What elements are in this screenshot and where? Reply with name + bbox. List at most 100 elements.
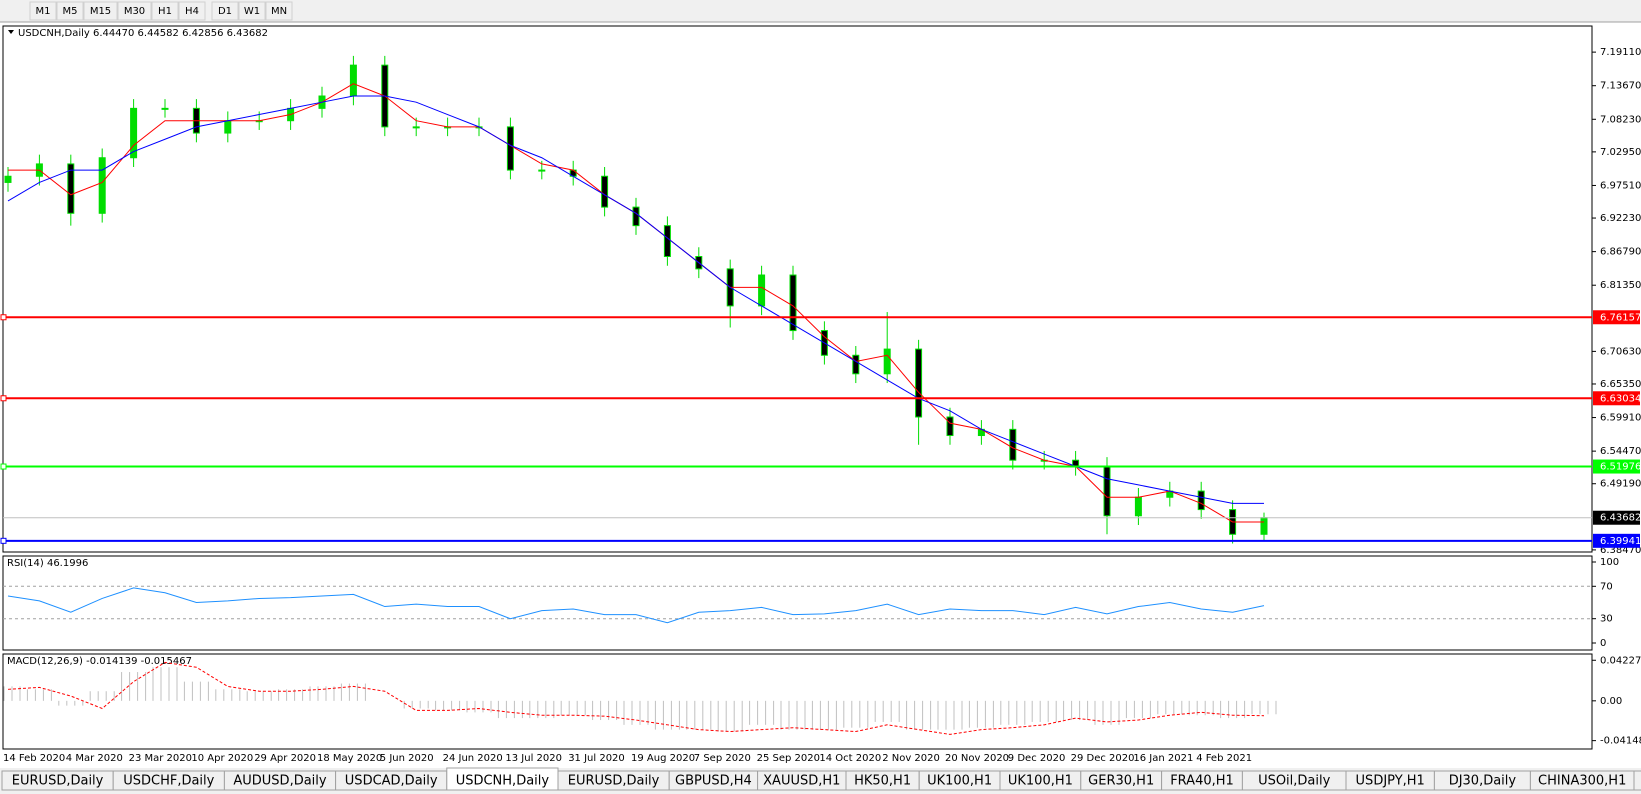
y-tick-label: 100: [1600, 557, 1619, 568]
y-tick-label: 7.02950: [1600, 147, 1641, 158]
chart-tab-label: HK50,H1: [854, 774, 911, 789]
chart-tab-label: GER30,H1: [1088, 774, 1154, 789]
chart-tab-label: AUDUSD,Daily: [233, 774, 327, 789]
level-label-box: [1593, 533, 1640, 548]
candle-body: [789, 274, 797, 332]
y-tick-label: 6.97510: [1600, 180, 1641, 191]
timeframe-label: M15: [90, 6, 111, 17]
candle-body: [538, 169, 546, 172]
chart-header: USDCNH,Daily 6.44470 6.44582 6.42856 6.4…: [18, 28, 268, 39]
y-tick-label: 6.59910: [1600, 413, 1641, 424]
candle-body: [98, 157, 106, 214]
y-tick-label: 6.70630: [1600, 346, 1641, 357]
x-tick-label: 23 Mar 2020: [129, 753, 192, 764]
chart-tab-label: USDCHF,Daily: [123, 774, 214, 789]
chart-tab-label: CHINA300,H1: [1538, 774, 1626, 789]
chart-tab-label: UK100,H1: [927, 774, 992, 789]
candle-body: [601, 175, 609, 208]
y-tick-label: 6.65350: [1600, 379, 1641, 390]
chart-tab-label: GBPUSD,H4: [675, 774, 752, 789]
x-tick-label: 19 Aug 2020: [631, 753, 695, 764]
y-tick-label: 6.49190: [1600, 479, 1641, 490]
y-tick-label: 7.13670: [1600, 81, 1641, 92]
chart-tab-label: USDCAD,Daily: [345, 774, 438, 789]
chart-tab-label: DJ30,Daily: [1449, 774, 1517, 789]
timeframe-label: M1: [36, 6, 51, 17]
macd-signal: [7, 661, 1265, 735]
x-tick-label: 29 Apr 2020: [254, 753, 316, 764]
level-label: 6.63034: [1600, 393, 1641, 404]
y-tick-label: 0.042275: [1600, 655, 1641, 666]
level-label: 6.39941: [1600, 536, 1641, 547]
timeframe-label: H1: [158, 6, 172, 17]
level-handle: [0, 463, 7, 470]
timeframe-button[interactable]: [83, 1, 118, 21]
level-label-box: [1593, 310, 1640, 325]
candle-body: [946, 416, 954, 437]
y-tick-label: -0.04148: [1600, 736, 1641, 747]
candle-body: [758, 274, 766, 307]
candle-body: [1260, 517, 1268, 535]
timeframe-button[interactable]: [117, 1, 152, 21]
chart-tab-label: FRA40,H1: [1170, 774, 1234, 789]
toolbar: [0, 0, 1641, 22]
candle-body: [161, 107, 169, 110]
timeframe-label: M30: [124, 6, 145, 17]
x-tick-label: 16 Jan 2021: [1133, 753, 1193, 764]
rsi-title: RSI(14) 46.1996: [7, 558, 88, 569]
x-tick-label: 25 Sep 2020: [757, 753, 820, 764]
candle-body: [224, 120, 232, 134]
level-handle: [0, 395, 7, 402]
level-label: 6.76157: [1600, 312, 1641, 323]
timeframe-button[interactable]: [265, 1, 293, 21]
timeframe-button[interactable]: [238, 1, 266, 21]
candle-body: [852, 354, 860, 375]
timeframe-button[interactable]: [29, 1, 57, 21]
level-label: 6.43682: [1600, 513, 1641, 524]
chart-tab-label: EURUSD,Daily: [568, 774, 660, 789]
level-label-box: [1593, 459, 1640, 474]
timeframe-label: H4: [185, 6, 199, 17]
level-handle: [0, 314, 7, 321]
header-arrow: [8, 30, 14, 34]
x-tick-label: 5 Jun 2020: [380, 753, 434, 764]
x-tick-label: 9 Dec 2020: [1008, 753, 1066, 764]
timeframe-label: W1: [244, 6, 260, 17]
timeframe-label: MN: [271, 6, 287, 17]
timeframe-label: M5: [63, 6, 78, 17]
candle-body: [506, 126, 514, 171]
candle-body: [67, 163, 75, 214]
y-tick-label: 6.81350: [1600, 280, 1641, 291]
y-tick-label: 6.54470: [1600, 446, 1641, 457]
chart-tab-label: UK100,H1: [1008, 774, 1073, 789]
x-tick-label: 14 Feb 2020: [3, 753, 65, 764]
y-tick-label: 7.19110: [1600, 47, 1641, 58]
timeframe-button[interactable]: [178, 1, 206, 21]
x-tick-label: 2 Nov 2020: [882, 753, 940, 764]
chart-tab-label: EURUSD,Daily: [12, 774, 104, 789]
x-tick-label: 7 Sep 2020: [694, 753, 751, 764]
candle-body: [883, 348, 891, 375]
x-tick-label: 14 Oct 2020: [819, 753, 881, 764]
candle-body: [663, 225, 671, 258]
rsi-line: [7, 587, 1265, 624]
y-tick-label: 70: [1600, 581, 1613, 592]
candle-body: [1134, 496, 1142, 517]
x-tick-label: 13 Jul 2020: [505, 753, 562, 764]
x-tick-label: 24 Jun 2020: [443, 753, 503, 764]
timeframe-button[interactable]: [56, 1, 84, 21]
level-label: 6.51976: [1600, 462, 1641, 473]
candle-body: [632, 206, 640, 227]
chart-tab[interactable]: [1633, 770, 1641, 791]
chart-tab-label: USDJPY,H1: [1356, 774, 1425, 789]
candle-body: [1009, 428, 1017, 461]
candle-body: [915, 348, 923, 418]
candle-body: [1103, 465, 1111, 517]
timeframe-button[interactable]: [211, 1, 239, 21]
timeframe-button[interactable]: [151, 1, 179, 21]
rsi-panel: [2, 555, 1593, 651]
y-tick-label: 6.38470: [1600, 545, 1641, 556]
level-label-box: [1593, 510, 1640, 525]
